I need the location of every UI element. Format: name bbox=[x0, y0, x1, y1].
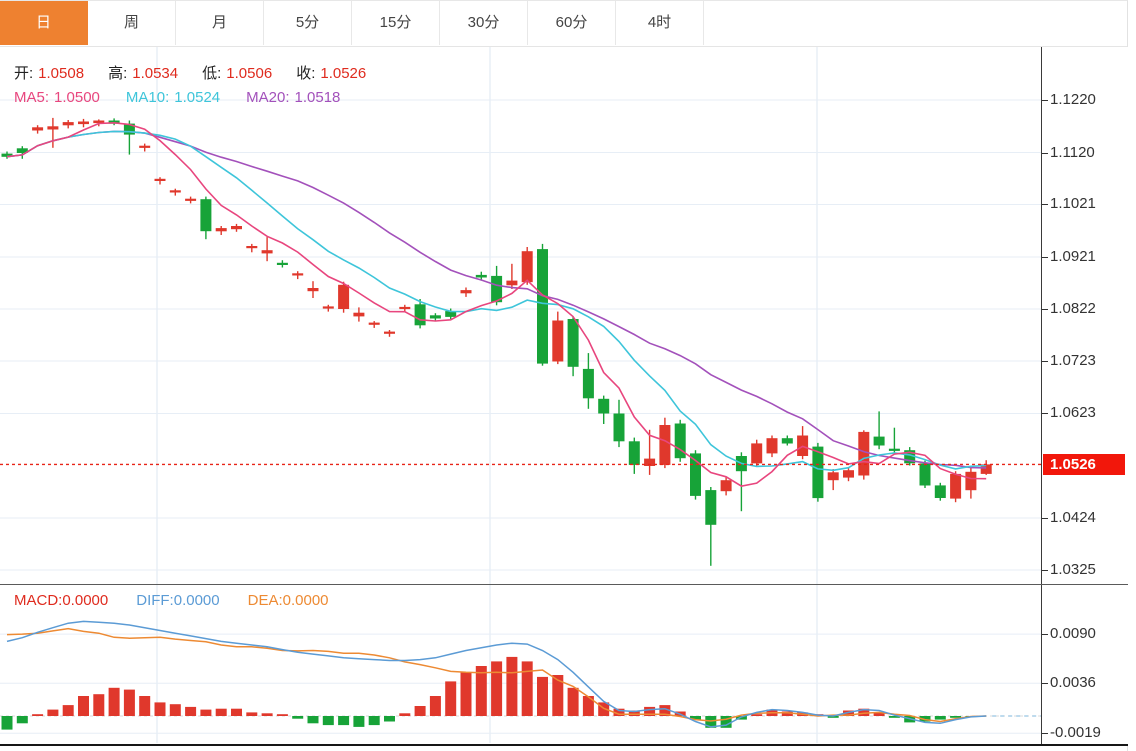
tab-day[interactable]: 日 bbox=[0, 1, 88, 45]
ma10-value: 1.0524 bbox=[174, 89, 221, 106]
price-tick-label: 1.1021 bbox=[1050, 195, 1096, 213]
diff-value: 0.0000 bbox=[173, 592, 220, 609]
panel-separator bbox=[0, 584, 1128, 585]
macd-tick-label: 0.0090 bbox=[1050, 625, 1096, 643]
chart-bottom-border bbox=[0, 744, 1128, 746]
dea-label: DEA: bbox=[247, 592, 283, 609]
tab-60min[interactable]: 60分 bbox=[528, 1, 616, 45]
ohlc-legend: 开: 1.0508 高: 1.0534 低: 1.0506 收: 1.0526 bbox=[14, 62, 390, 83]
price-tick-label: 1.1120 bbox=[1050, 143, 1095, 161]
dea-value: 0.0000 bbox=[282, 592, 329, 609]
macd-chart[interactable] bbox=[0, 585, 1041, 743]
high-label: 高: bbox=[108, 65, 128, 82]
macd-label: MACD: bbox=[14, 592, 63, 609]
ma-legend: MA5: 1.0500 MA10: 1.0524 MA20: 1.0518 bbox=[14, 89, 340, 106]
price-tick-label: 1.1220 bbox=[1050, 91, 1096, 108]
macd-tick-label: -0.0019 bbox=[1050, 724, 1101, 742]
diff-label: DIFF: bbox=[136, 592, 174, 609]
tab-4hour[interactable]: 4时 bbox=[616, 1, 704, 45]
timeframe-tabs: 日周月 5分 15分 30分 60分 4时 bbox=[0, 1, 1127, 47]
price-tick-label: 1.0623 bbox=[1050, 404, 1096, 422]
last-price-tag: 1.0526 bbox=[1043, 454, 1125, 476]
tab-15min[interactable]: 15分 bbox=[352, 1, 440, 45]
tick-mark bbox=[1042, 634, 1048, 636]
macd-value: 0.0000 bbox=[62, 592, 109, 609]
macd-tick-label: 0.0036 bbox=[1050, 674, 1096, 692]
close-value: 1.0526 bbox=[320, 65, 367, 82]
tab-30min[interactable]: 30分 bbox=[440, 1, 528, 45]
tick-mark bbox=[1042, 360, 1048, 362]
tick-mark bbox=[1042, 569, 1048, 571]
ma5-label: MA5: bbox=[14, 89, 50, 106]
close-label: 收: bbox=[296, 65, 316, 82]
open-label: 开: bbox=[14, 65, 34, 82]
tick-mark bbox=[1042, 204, 1048, 206]
price-tick-label: 1.0723 bbox=[1050, 351, 1096, 369]
tick-mark bbox=[1042, 517, 1048, 519]
tick-mark bbox=[1042, 152, 1048, 154]
price-tick-label: 1.0921 bbox=[1050, 248, 1096, 265]
price-axis: 1.0526 1.1220 1.1120 1.1021 1.0921 1.0822 1.0… bbox=[1041, 47, 1129, 744]
open-value: 1.0508 bbox=[38, 65, 85, 82]
tick-mark bbox=[1042, 683, 1048, 685]
ma20-label: MA20: bbox=[246, 89, 290, 106]
ma20-value: 1.0518 bbox=[294, 89, 341, 106]
tick-mark bbox=[1042, 308, 1048, 310]
tick-mark bbox=[1042, 413, 1048, 415]
tab-month[interactable]: 月 bbox=[176, 1, 264, 45]
low-label: 低: bbox=[202, 65, 222, 82]
tick-mark bbox=[1042, 257, 1048, 258]
tab-week[interactable]: 周 bbox=[88, 1, 176, 45]
ma10-label: MA10: bbox=[125, 89, 170, 106]
price-tick-label: 1.0822 bbox=[1050, 299, 1096, 317]
tick-mark bbox=[1042, 100, 1048, 101]
tick-mark bbox=[1042, 733, 1048, 735]
high-value: 1.0534 bbox=[132, 65, 179, 82]
price-tick-label: 1.0424 bbox=[1050, 508, 1096, 526]
low-value: 1.0506 bbox=[226, 65, 273, 82]
price-tick-label: 1.0325 bbox=[1050, 560, 1096, 578]
tab-5min[interactable]: 5分 bbox=[264, 1, 352, 45]
ma5-value: 1.0500 bbox=[54, 89, 100, 106]
candlestick-chart[interactable] bbox=[0, 47, 1041, 584]
macd-legend: MACD:0.0000 DIFF:0.0000 DEA:0.0000 bbox=[14, 592, 329, 609]
